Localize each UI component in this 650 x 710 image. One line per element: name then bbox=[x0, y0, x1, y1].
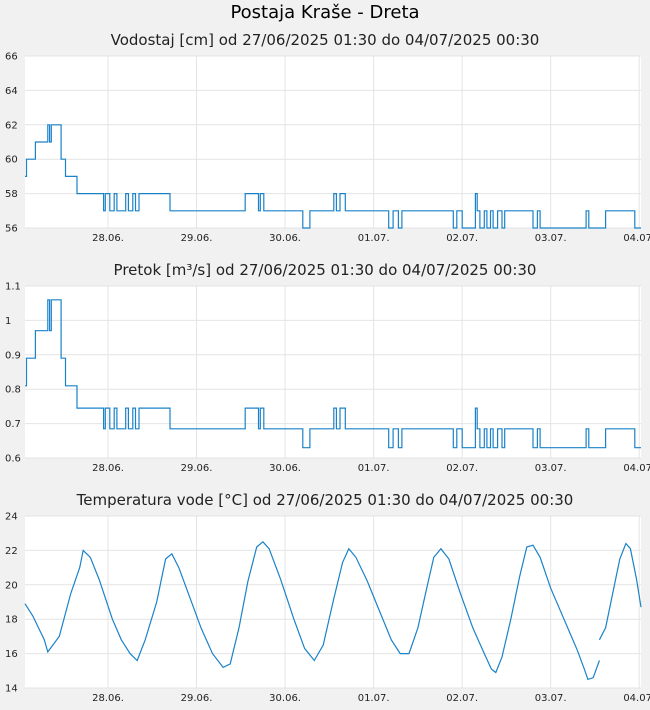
y-tick-label: 1 bbox=[5, 316, 11, 327]
x-tick-label: 03.07. bbox=[535, 463, 567, 474]
plot-area bbox=[25, 56, 641, 228]
x-tick-label: 01.07. bbox=[358, 233, 390, 244]
y-tick-label: 62 bbox=[5, 120, 18, 131]
y-tick-label: 56 bbox=[5, 224, 18, 235]
y-tick-label: 22 bbox=[5, 546, 18, 557]
y-tick-label: 20 bbox=[5, 580, 18, 591]
x-tick-label: 28.06. bbox=[92, 233, 124, 244]
x-tick-label: 01.07. bbox=[358, 463, 390, 474]
y-tick-label: 0.8 bbox=[5, 385, 21, 396]
chart-panel-1: Vodostaj [cm] od 27/06/2025 01:30 do 04/… bbox=[5, 31, 650, 244]
x-tick-label: 02.07. bbox=[446, 233, 478, 244]
y-tick-label: 66 bbox=[5, 52, 18, 63]
y-tick-label: 14 bbox=[5, 684, 18, 695]
plot-area bbox=[25, 286, 641, 458]
chart-panel-3: Temperatura vode [°C] od 27/06/2025 01:3… bbox=[5, 491, 650, 704]
x-tick-label: 03.07. bbox=[535, 693, 567, 704]
y-tick-label: 24 bbox=[5, 512, 18, 523]
x-tick-label: 30.06. bbox=[269, 463, 301, 474]
x-tick-label: 29.06. bbox=[181, 693, 213, 704]
x-tick-label: 02.07. bbox=[446, 463, 478, 474]
y-tick-label: 18 bbox=[5, 615, 18, 626]
x-tick-label: 29.06. bbox=[181, 463, 213, 474]
x-tick-label: 01.07. bbox=[358, 693, 390, 704]
y-tick-label: 58 bbox=[5, 189, 18, 200]
x-tick-label: 29.06. bbox=[181, 233, 213, 244]
x-tick-label: 04.07. bbox=[623, 693, 650, 704]
x-tick-label: 30.06. bbox=[269, 233, 301, 244]
chart-panel-2: Pretok [m³/s] od 27/06/2025 01:30 do 04/… bbox=[5, 261, 650, 474]
series-line bbox=[24, 540, 642, 681]
x-tick-label: 04.07. bbox=[623, 233, 650, 244]
x-tick-label: 28.06. bbox=[92, 693, 124, 704]
y-tick-label: 0.7 bbox=[5, 419, 21, 430]
x-tick-label: 04.07. bbox=[623, 463, 650, 474]
y-tick-label: 60 bbox=[5, 155, 18, 166]
y-tick-label: 1.1 bbox=[5, 282, 21, 293]
y-tick-label: 16 bbox=[5, 649, 18, 660]
series-line bbox=[25, 299, 641, 449]
page-title: Postaja Kraše - Dreta bbox=[230, 2, 420, 23]
chart-title: Vodostaj [cm] od 27/06/2025 01:30 do 04/… bbox=[111, 31, 540, 49]
chart-title: Pretok [m³/s] od 27/06/2025 01:30 do 04/… bbox=[114, 261, 537, 279]
y-tick-label: 0.9 bbox=[5, 350, 21, 361]
series-line bbox=[25, 124, 641, 229]
x-tick-label: 03.07. bbox=[535, 233, 567, 244]
x-tick-label: 02.07. bbox=[446, 693, 478, 704]
x-tick-label: 28.06. bbox=[92, 463, 124, 474]
y-tick-label: 64 bbox=[5, 86, 18, 97]
chart-title: Temperatura vode [°C] od 27/06/2025 01:3… bbox=[76, 491, 574, 509]
x-tick-label: 30.06. bbox=[269, 693, 301, 704]
y-tick-label: 0.6 bbox=[5, 454, 21, 465]
